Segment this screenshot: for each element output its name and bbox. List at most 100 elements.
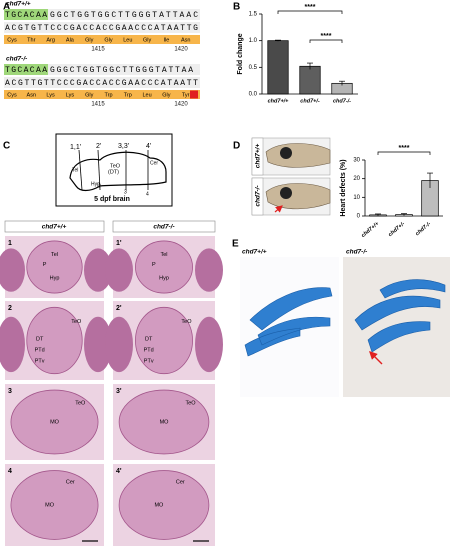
- amino-acid: Thr: [27, 37, 35, 43]
- section-line: [78, 149, 83, 191]
- region-label: Cer: [176, 479, 185, 485]
- position: 1420: [174, 47, 188, 53]
- brain-section: [118, 470, 210, 540]
- amino-acid: Cys: [7, 92, 17, 98]
- region-label: MO: [50, 419, 60, 425]
- region: (DT): [108, 169, 119, 175]
- arrow: [369, 351, 383, 365]
- section: 3: [124, 189, 127, 195]
- y-axis-label: Heart defects (%): [340, 159, 347, 216]
- amino-acid: Leu: [143, 92, 152, 98]
- brain-section: [135, 306, 193, 375]
- arrow: [274, 205, 283, 213]
- genotype: chd7+/+: [255, 144, 262, 169]
- seq: TGCACAA: [5, 11, 47, 20]
- section: 2': [96, 143, 101, 150]
- genotype: chd7-/-: [6, 56, 27, 63]
- significance-bracket: [377, 151, 431, 155]
- x-tick-label: chd7+/+: [360, 221, 380, 239]
- section: 2: [98, 183, 101, 189]
- amino-acid: Lys: [66, 92, 75, 98]
- section-id: 4': [116, 468, 122, 475]
- region-label: MO: [160, 419, 170, 425]
- genotype: chd7-/-: [255, 185, 262, 206]
- header: chd7-/-: [153, 224, 174, 231]
- panel-label: C: [3, 141, 10, 152]
- section-id: 2: [8, 305, 12, 312]
- section: 3,3': [118, 143, 129, 150]
- error-bar: [375, 213, 381, 216]
- seq-box: [4, 22, 200, 33]
- amino-acid: Arg: [46, 37, 55, 43]
- amino-acid: Ala: [66, 37, 75, 43]
- seq: TGCACAA: [5, 66, 47, 75]
- region-label: DT: [36, 336, 44, 342]
- region-label: PTv: [35, 358, 45, 364]
- region-label: MO: [45, 502, 55, 508]
- aa-bar: [4, 35, 200, 44]
- aa-bar: [4, 90, 200, 99]
- region-label: PTd: [144, 347, 154, 353]
- section: 4': [146, 143, 151, 150]
- y-axis-label: Fold change: [237, 33, 244, 74]
- region: Hyp: [91, 181, 100, 187]
- y-tick-label: 20: [353, 176, 360, 182]
- region: Cer: [150, 160, 158, 166]
- chart-d: 0 10 20 30 Heart defects (%) chd7+/+ chd7+/- ch…: [340, 145, 443, 239]
- significance: ****: [321, 33, 332, 40]
- significance-bracket: [277, 10, 343, 14]
- image-label-box: [251, 137, 264, 176]
- region: TeO: [110, 163, 121, 169]
- panel-label: D: [233, 141, 240, 152]
- eye: [84, 316, 112, 373]
- sequence-mut: chd7-/- TGCACAA GGGCTGGTGGCTTGGGTATTAA A…: [4, 56, 200, 108]
- header-box: [112, 220, 216, 233]
- brain-section: [118, 389, 210, 455]
- y-tick-label: 10: [353, 195, 360, 201]
- genotype: chd7+/+: [242, 249, 267, 256]
- amino-acid: Lys: [46, 92, 55, 98]
- region-label: TeO: [181, 319, 192, 325]
- y-tick-label: 1.0: [249, 38, 258, 44]
- eye: [280, 187, 292, 199]
- brain-section: [10, 470, 99, 540]
- error-bar: [339, 80, 345, 86]
- histology-headers: chd7+/+ chd7-/-: [4, 220, 216, 233]
- region: Tel: [72, 167, 78, 173]
- error-bar: [427, 172, 433, 188]
- panel-label: A: [3, 2, 10, 13]
- seq: ACGTGTTCCCGACCACCGAACCCATAATTG: [5, 24, 198, 33]
- cartilage: [354, 279, 446, 353]
- section-id: 1': [116, 240, 122, 247]
- y-tick-label: 0.0: [249, 92, 258, 98]
- region-label: PTv: [144, 358, 154, 364]
- region-label: PTd: [35, 347, 45, 353]
- brain-diagram: 1,1' 2' 3,3' 4' 2 3 4 TeO (DT) Tel Cer H…: [55, 133, 173, 207]
- cartilage-images: chd7+/+ chd7-/-: [240, 249, 450, 397]
- bar: [299, 65, 321, 95]
- amino-acid: Cys: [7, 37, 17, 43]
- region-label: TeO: [185, 400, 196, 406]
- amino-acid: Ile: [163, 37, 169, 43]
- significance: ****: [305, 4, 316, 11]
- eye: [105, 248, 133, 292]
- region-label: Tel: [160, 252, 167, 258]
- bar: [267, 40, 289, 95]
- amino-acid: Gly: [104, 37, 113, 43]
- eye: [195, 316, 223, 373]
- header-box: [4, 220, 105, 233]
- seq: ACGTTGTTCCCGACCACCGAACCCATAATT: [5, 79, 198, 88]
- seq-box: [4, 64, 200, 75]
- amino-acid: Leu: [123, 37, 132, 43]
- position: 1420: [174, 102, 188, 108]
- brain-outline: [69, 151, 167, 192]
- sequence-wt: chd7+/+ TGCACAA GGCTGGTGGCTTGGGTATTAAC A…: [4, 1, 200, 53]
- genotype: chd7-/-: [346, 249, 367, 256]
- region-label: DT: [145, 336, 153, 342]
- seq-box: [4, 77, 200, 88]
- region-label: P: [152, 262, 156, 268]
- diagram-box: [55, 133, 173, 207]
- error-bar: [401, 213, 407, 216]
- brain-section: [26, 306, 83, 375]
- eye: [0, 316, 25, 373]
